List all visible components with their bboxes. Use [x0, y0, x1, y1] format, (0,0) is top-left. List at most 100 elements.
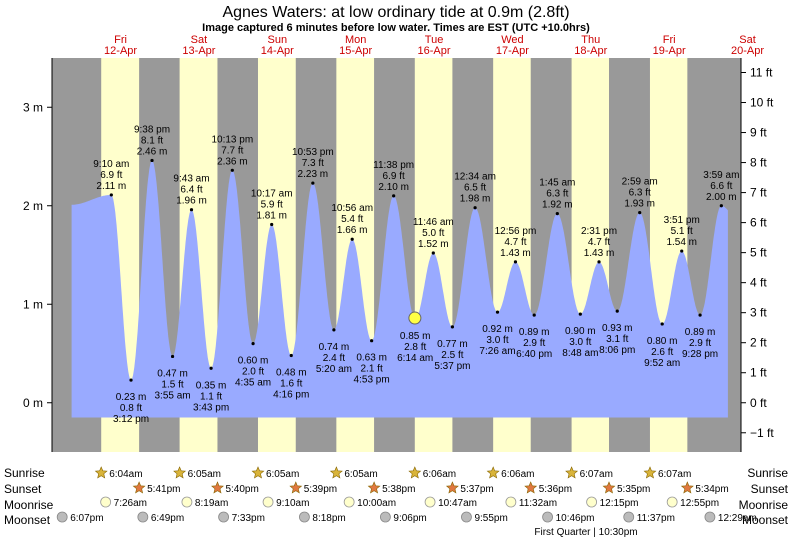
- left-tick-label: 2 m: [23, 199, 43, 213]
- tide-extreme-label: 5:37 pm: [434, 361, 470, 372]
- tide-extreme-label: 2.9 ft: [689, 338, 711, 349]
- moonrise-icon: [262, 496, 274, 508]
- moonrise-time: 8:19am: [195, 498, 228, 509]
- tide-extreme-label: 2.0 ft: [242, 367, 264, 378]
- tide-extreme-label: 6.9 ft: [383, 171, 405, 182]
- tide-extreme-label: 0.85 m: [400, 331, 431, 342]
- right-tick-label: −1 ft: [750, 426, 774, 440]
- moonset-time: 12:29am: [718, 513, 757, 524]
- moonset-icon: [542, 511, 553, 523]
- sunrise-icon: [408, 466, 422, 479]
- moonset-icon: [56, 511, 68, 523]
- sunset-time: 5:37pm: [460, 484, 493, 495]
- tide-extreme-label: 0.35 m: [196, 380, 227, 391]
- moonset-row-label-left: Moonset: [4, 513, 51, 527]
- day-name-label: Wed: [501, 34, 523, 46]
- extreme-point: [230, 168, 234, 172]
- extreme-point: [431, 251, 435, 255]
- tide-extreme-label: 4.7 ft: [504, 237, 526, 248]
- extreme-point: [450, 325, 455, 329]
- tide-extreme-label: 3:51 pm: [664, 215, 700, 226]
- tide-extreme-label: 1.52 m: [418, 239, 449, 250]
- tide-extreme-label: 0.63 m: [356, 353, 387, 364]
- day-name-label: Tue: [425, 34, 444, 46]
- tide-extreme-label: 1.66 m: [337, 225, 368, 236]
- sunset-time: 5:35pm: [617, 484, 650, 495]
- tide-extreme-label: 0.74 m: [319, 342, 350, 353]
- tide-extreme-label: 4:53 pm: [354, 375, 390, 386]
- tide-extreme-label: 3:55 am: [154, 390, 190, 401]
- moonset-icon: [379, 511, 391, 523]
- moonrise-time: 12:15pm: [600, 498, 639, 509]
- tide-extreme-label: 0.47 m: [157, 368, 188, 379]
- tide-extreme-label: 1.5 ft: [161, 379, 183, 390]
- sunrise-row-label-left: Sunrise: [4, 466, 45, 480]
- sunset-time: 5:38pm: [382, 484, 415, 495]
- right-tick-label: 0 ft: [750, 396, 767, 410]
- tide-extreme-label: 1:45 am: [539, 178, 575, 189]
- day-name-label: Thu: [581, 34, 600, 46]
- tide-extreme-label: 12:34 am: [454, 172, 496, 183]
- sunset-time: 5:39pm: [304, 484, 337, 495]
- extreme-point: [532, 313, 536, 317]
- moonset-time: 9:06pm: [393, 513, 426, 524]
- tide-extreme-label: 4:16 pm: [273, 389, 309, 400]
- tide-extreme-label: 6:40 pm: [516, 349, 552, 360]
- moonset-icon: [461, 511, 472, 523]
- axes: 0 m 1 m 2 m 3 m −1 ft 0 ft 1 ft 2 ft 3 ft 4 ft 5 f…: [23, 58, 774, 452]
- sunrise-icon: [486, 466, 500, 479]
- sunrise-time: 6:06am: [501, 469, 534, 480]
- tide-extreme-labels: 9:10 am6.9 ft2.11 m0.23 m0.8 ft3:12 pm9:…: [93, 124, 739, 425]
- moonset-time: 6:49pm: [151, 513, 184, 524]
- day-labels: Fri12-AprSat13-AprSun14-AprMon15-AprTue1…: [104, 34, 764, 57]
- moonset-time: 7:33pm: [232, 513, 265, 524]
- moonrise-icon: [424, 496, 436, 508]
- tide-extreme-label: 7:26 am: [479, 346, 515, 357]
- right-tick-label: 4 ft: [750, 276, 767, 290]
- sunrise-icon: [251, 466, 265, 479]
- current-tide-marker: [408, 311, 422, 325]
- tide-extreme-label: 6.6 ft: [710, 181, 732, 192]
- tide-extreme-label: 0.89 m: [685, 327, 716, 338]
- tide-extreme-label: 10:53 pm: [292, 147, 334, 158]
- tide-extreme-label: 2.4 ft: [323, 353, 345, 364]
- tide-curve: [71, 160, 728, 418]
- extreme-point: [660, 322, 664, 326]
- extreme-point: [392, 194, 396, 198]
- tide-extreme-label: 9:43 am: [173, 174, 209, 185]
- moonrise-icon: [181, 496, 193, 508]
- day-date-label: 13-Apr: [182, 45, 215, 57]
- day-date-label: 16-Apr: [418, 45, 451, 57]
- extreme-point: [513, 260, 518, 264]
- moonset-icon: [218, 511, 229, 523]
- right-tick-label: 2 ft: [750, 336, 767, 350]
- moonset-time: 11:37pm: [637, 513, 675, 524]
- tide-extreme-label: 1.98 m: [460, 194, 491, 205]
- tide-extreme-label: 1.43 m: [584, 248, 615, 259]
- tide-extreme-label: 9:38 pm: [134, 124, 170, 135]
- tide-area: [71, 158, 728, 418]
- extreme-point: [370, 339, 374, 343]
- tide-extreme-label: 1.43 m: [500, 248, 531, 259]
- day-date-label: 12-Apr: [104, 45, 137, 57]
- tide-extreme-label: 0.90 m: [565, 326, 596, 337]
- moonrise-icon: [586, 496, 598, 508]
- moonrise-row-label-right: Moonrise: [739, 498, 789, 512]
- day-date-label: 17-Apr: [496, 45, 529, 57]
- tide-extreme-label: 2.5 ft: [441, 350, 463, 361]
- moonrise-time: 11:32am: [519, 498, 557, 509]
- right-tick-label: 8 ft: [750, 156, 767, 170]
- tide-extreme-label: 0.80 m: [647, 336, 678, 347]
- tide-extreme-label: 6.9 ft: [100, 170, 122, 181]
- extreme-point: [495, 310, 500, 314]
- tide-extreme-label: 0.60 m: [238, 356, 269, 367]
- tide-extreme-label: 3.1 ft: [606, 334, 628, 345]
- sunrise-time: 6:05am: [344, 469, 377, 480]
- moonrise-time: 10:00am: [357, 498, 396, 509]
- tide-extreme-label: 2.11 m: [96, 181, 126, 192]
- tide-extreme-label: 10:13 pm: [211, 134, 253, 145]
- tide-extreme-label: 7.3 ft: [302, 158, 324, 169]
- extreme-point: [350, 237, 354, 241]
- extreme-point: [129, 378, 133, 382]
- tide-extreme-label: 0.92 m: [482, 324, 513, 335]
